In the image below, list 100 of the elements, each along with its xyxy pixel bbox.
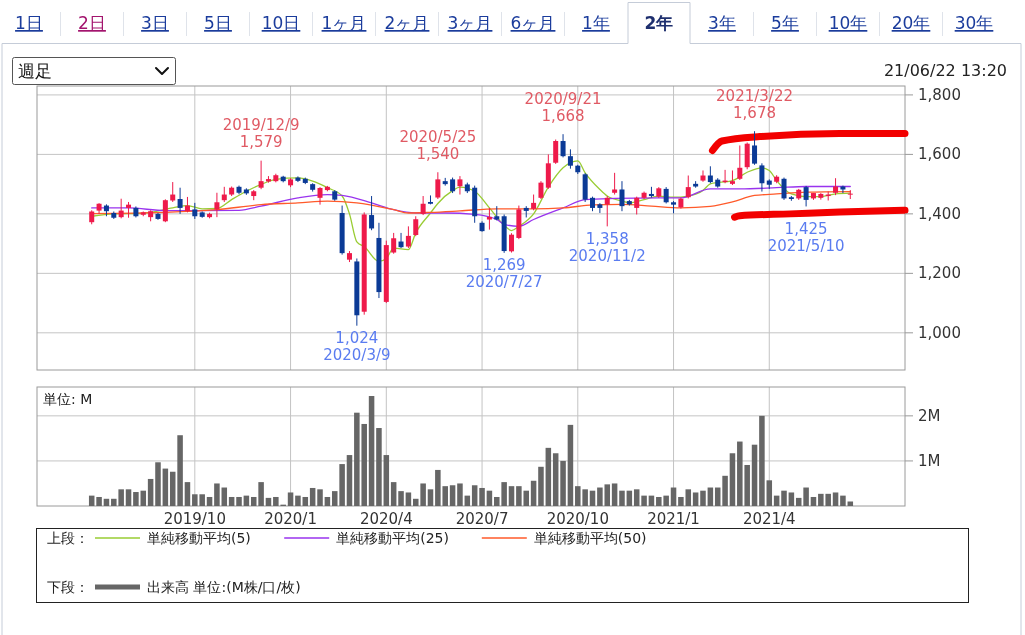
bar: [538, 466, 544, 506]
bar: [405, 492, 412, 506]
legend-label: 単純移動平均(5): [147, 530, 251, 546]
category-label: 30年: [954, 13, 994, 33]
category-label: 10日: [261, 13, 301, 33]
candlestick: [420, 195, 426, 216]
bar: [560, 460, 566, 506]
y-tick-label: 2M: [918, 406, 941, 425]
bar: [346, 455, 353, 506]
bar: [258, 482, 264, 506]
x-tick-label: 2020/1: [264, 510, 317, 528]
bar: [685, 489, 692, 506]
y-tick-label: 1,000: [918, 323, 961, 342]
bar: [309, 487, 316, 506]
category-label: 3年: [708, 13, 736, 33]
bar: [368, 396, 375, 506]
candlestick: [486, 207, 492, 231]
legend-label: 出来高 単位:(M株/口/枚): [147, 579, 301, 595]
bar: [641, 495, 647, 506]
legend-label: 単純移動平均(50): [533, 530, 647, 546]
bar: [692, 492, 699, 506]
category-label: 1日: [15, 13, 43, 33]
bar: [803, 487, 809, 506]
annotation: 2019/12/9 1,579: [222, 116, 300, 152]
candlestick: [553, 139, 559, 165]
candlestick: [435, 171, 441, 200]
category-label: 2年: [644, 13, 674, 33]
annotation: 1,269 2020/7/27: [465, 256, 543, 292]
bar: [611, 483, 618, 506]
bar: [287, 492, 294, 506]
candlestick: [369, 195, 375, 231]
bar: [169, 471, 176, 506]
candlestick: [567, 148, 573, 170]
bar: [133, 492, 139, 506]
bar: [619, 490, 625, 506]
bar: [383, 455, 390, 506]
bar: [236, 496, 242, 506]
bar: [552, 453, 559, 506]
bar: [250, 496, 257, 506]
bar: [545, 447, 552, 506]
bar: [633, 489, 640, 506]
candlestick: [781, 177, 787, 201]
y-tick-label: 1,400: [918, 204, 961, 223]
bar: [751, 444, 758, 506]
category-label: 20年: [891, 13, 931, 33]
annotation: 1,024 2020/3/9: [323, 329, 391, 365]
bar: [214, 483, 220, 506]
legend-label: 単純移動平均(25): [336, 530, 449, 546]
candlestick: [604, 195, 610, 227]
x-tick-label: 2021/4: [742, 510, 796, 528]
bar: [722, 475, 728, 506]
candlestick: [391, 232, 397, 255]
legend-title: 下段：: [47, 579, 89, 595]
bar: [810, 496, 817, 506]
bar: [206, 496, 213, 506]
bar: [449, 485, 456, 506]
bar: [155, 462, 161, 506]
bar: [177, 435, 183, 506]
bar: [766, 480, 773, 506]
candlestick: [752, 130, 758, 166]
bar: [228, 496, 235, 506]
candlestick: [457, 175, 463, 196]
bar: [479, 487, 485, 506]
category-label: 5日: [204, 13, 232, 33]
y-tick-label: 1,200: [918, 264, 961, 283]
candlestick: [803, 185, 809, 207]
x-tick-label: 2020/4: [359, 510, 413, 528]
y-tick-label: 1,800: [918, 85, 961, 104]
bar: [471, 485, 478, 506]
candlestick: [597, 202, 603, 214]
category-label: 10年: [828, 13, 868, 33]
x-tick-label: 2020/10: [546, 510, 609, 528]
category-label: 5年: [771, 13, 799, 33]
bar: [125, 489, 132, 506]
candlestick: [700, 169, 706, 183]
category-label: 2日: [78, 13, 106, 33]
bar: [530, 480, 537, 506]
category-label: 3日: [141, 13, 169, 33]
annotation: 2020/5/25 1,540: [399, 127, 477, 163]
bar: [567, 424, 574, 506]
candlestick: [759, 162, 765, 193]
bar: [678, 496, 684, 506]
bar: [96, 496, 102, 506]
candlestick: [612, 172, 618, 196]
bar: [508, 486, 515, 506]
category-label: 1年: [582, 13, 610, 33]
candlestick: [685, 175, 691, 199]
candlestick: [560, 133, 566, 158]
bar: [376, 428, 382, 506]
candlestick: [744, 142, 750, 170]
candlestick: [177, 187, 183, 215]
bar: [302, 496, 309, 506]
annotation: 1,358 2020/11/2: [568, 229, 646, 265]
bar: [324, 496, 331, 506]
bar: [295, 495, 301, 506]
annotation: 1,425 2021/5/10: [767, 219, 845, 255]
candlestick: [258, 160, 264, 190]
dropdown-field: 週足: [12, 57, 176, 85]
candlestick: [162, 198, 168, 223]
annotation: 2020/9/21 1,668: [524, 89, 602, 125]
